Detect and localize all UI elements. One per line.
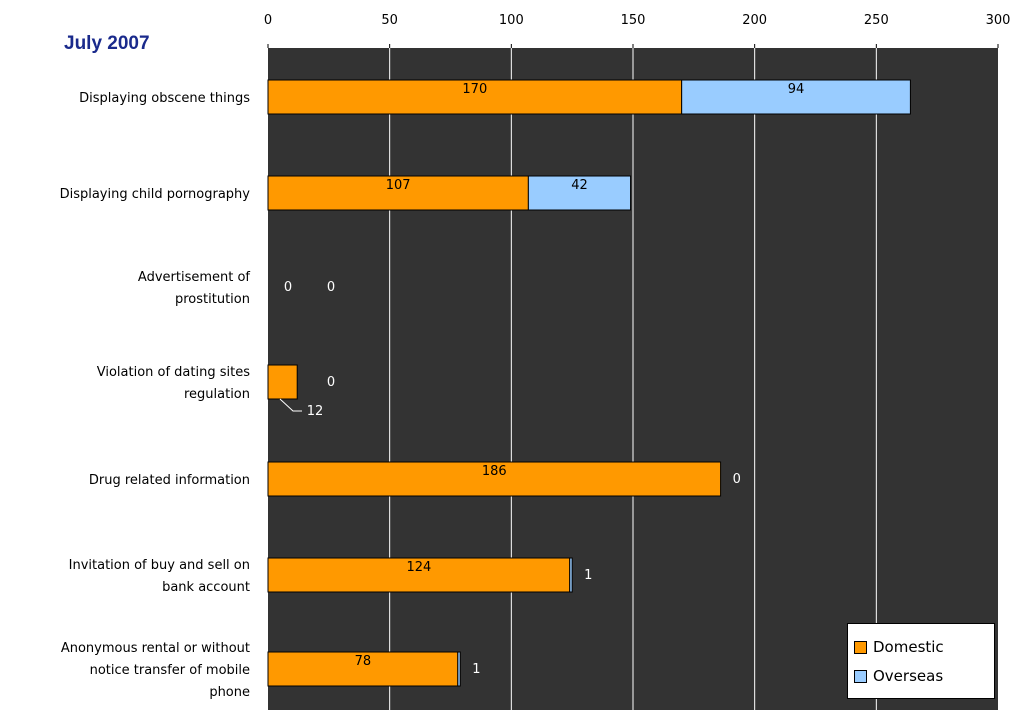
data-label-overseas: 0: [327, 375, 335, 390]
category-label: Drug related information: [89, 473, 250, 488]
data-label-domestic: 78: [355, 654, 372, 669]
x-tick-label: 100: [499, 13, 524, 28]
data-label-overseas: 1: [584, 568, 592, 583]
category-label: Violation of dating sites regulation: [97, 365, 250, 402]
x-tick-label: 300: [986, 13, 1011, 28]
data-label-overseas: 94: [788, 82, 805, 97]
data-label-overseas: 0: [733, 472, 741, 487]
category-label: Invitation of buy and sell on bank accoun…: [69, 558, 250, 595]
legend: Domestic Overseas: [847, 623, 995, 699]
data-label-overseas: 42: [571, 178, 588, 193]
category-label: Advertisement of prostitution: [138, 270, 251, 307]
data-label-domestic: 186: [482, 464, 507, 479]
category-label: Displaying obscene things: [79, 91, 250, 106]
legend-item-domestic: Domestic: [854, 634, 944, 660]
legend-label-overseas: Overseas: [873, 667, 943, 685]
data-label-domestic: 170: [462, 82, 487, 97]
bar-domestic: [268, 365, 297, 399]
x-tick-label: 50: [381, 13, 398, 28]
data-label-domestic: 0: [284, 280, 292, 295]
data-label-overseas: 1: [472, 662, 480, 677]
legend-item-overseas: Overseas: [854, 663, 943, 689]
data-label-domestic: 12: [307, 404, 324, 419]
data-label-overseas: 0: [327, 280, 335, 295]
legend-swatch-overseas: [854, 670, 867, 683]
x-tick-label: 0: [264, 13, 272, 28]
bar-overseas: [458, 652, 460, 686]
x-tick-label: 250: [864, 13, 889, 28]
x-tick-label: 200: [742, 13, 767, 28]
category-label: Displaying child pornography: [60, 187, 251, 202]
legend-swatch-domestic: [854, 641, 867, 654]
category-label: Anonymous rental or without notice transf…: [61, 641, 250, 700]
data-label-domestic: 124: [406, 560, 431, 575]
x-tick-label: 150: [621, 13, 646, 28]
data-label-domestic: 107: [386, 178, 411, 193]
bar-overseas: [570, 558, 572, 592]
legend-label-domestic: Domestic: [873, 638, 944, 656]
